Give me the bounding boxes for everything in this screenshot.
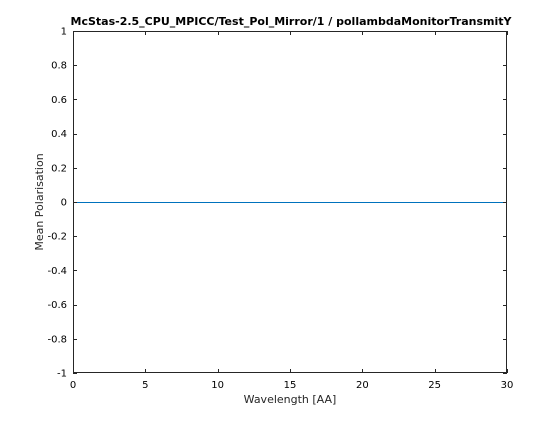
x-tick-label: 0: [70, 380, 76, 391]
x-tick-label: 25: [428, 380, 441, 391]
x-axis-label: Wavelength [AA]: [244, 393, 337, 406]
x-tick-label: 15: [284, 380, 297, 391]
y-tick-label: -0.8: [47, 334, 67, 345]
chart-title: McStas-2.5_CPU_MPICC/Test_Pol_Mirror/1 /…: [71, 15, 513, 28]
y-tick-label: 0.8: [51, 61, 67, 72]
y-tick-label: 1: [61, 27, 67, 38]
x-tick-label: 5: [142, 380, 148, 391]
y-tick-label: 0.4: [51, 129, 67, 140]
y-tick-label: 0.6: [51, 95, 67, 106]
x-tick-label: 30: [501, 380, 514, 391]
x-tick-label: 20: [356, 380, 369, 391]
ticks-layer: 0 5 10 15 20 25 30 -1 -0.8 -0.6 -0.4 -0.2 0 0.2 0.4 0.6…: [47, 27, 513, 392]
y-tick-label: 0: [61, 198, 67, 209]
y-axis-label: Mean Polarisation: [33, 153, 46, 250]
y-tick-label: 0.2: [51, 163, 67, 174]
x-tick-label: 10: [211, 380, 224, 391]
y-tick-label: -1: [57, 369, 67, 380]
axes-box: [73, 31, 507, 373]
y-tick-label: -0.2: [47, 232, 67, 243]
y-tick-label: -0.6: [47, 300, 67, 311]
y-tick-label: -0.4: [47, 266, 67, 277]
